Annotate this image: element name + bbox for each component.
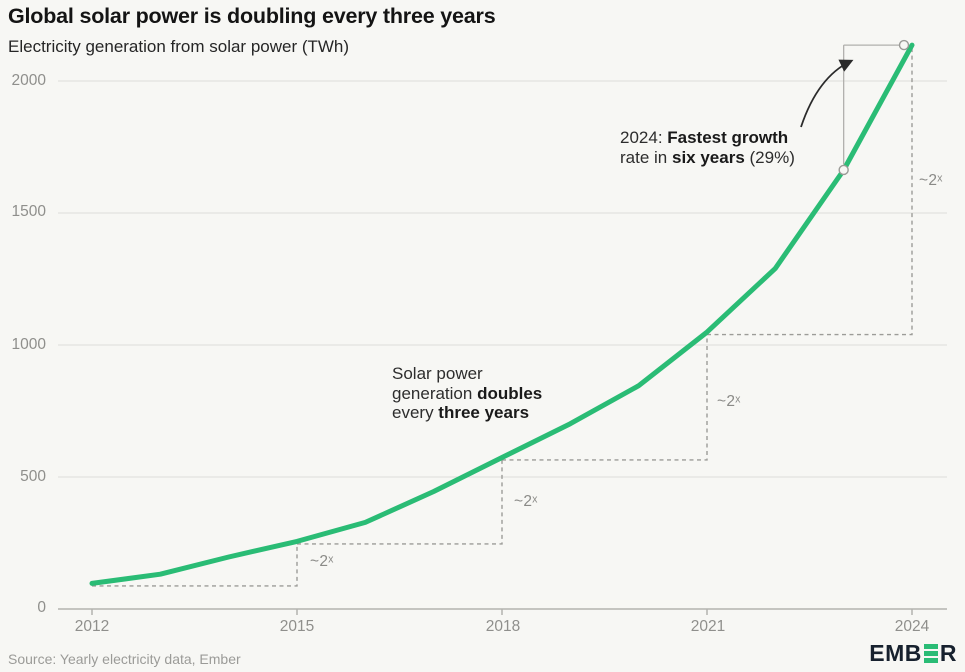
doubling-factor-label: ~2ˣ <box>310 553 334 570</box>
page-title: Global solar power is doubling every thr… <box>8 4 496 28</box>
doubling-step-path <box>707 45 913 336</box>
y-axis-label: 0 <box>37 599 46 616</box>
source-note: Source: Yearly electricity data, Ember <box>8 651 241 667</box>
x-axis-label: 2012 <box>74 618 110 635</box>
x-axis-label: 2018 <box>485 618 521 635</box>
doubling-step-path <box>502 332 708 461</box>
y-axis-label: 2000 <box>11 72 46 89</box>
ember-logo-text-right: R <box>939 640 957 666</box>
doubling-step-path <box>92 541 298 587</box>
ember-logo-e-icon <box>923 644 938 663</box>
y-axis-label: 500 <box>20 468 46 485</box>
x-axis-label: 2021 <box>690 618 726 635</box>
solar-generation-line <box>89 42 915 586</box>
x-axis-label: 2024 <box>894 618 930 635</box>
y-axis-label: 1500 <box>11 203 46 220</box>
y-axis-label: 1000 <box>11 336 46 353</box>
doubling-factor-label: ~2ˣ <box>717 393 741 410</box>
doubling-factor-label: ~2ˣ <box>919 172 943 189</box>
ember-logo-text-left: EMB <box>869 640 922 666</box>
x-axis-label: 2015 <box>279 618 315 635</box>
doubling-factor-label: ~2ˣ <box>514 493 538 510</box>
annotation-doubles-every-three-years: Solar power generation doubles every three… <box>392 364 543 422</box>
data-point-marker-2024 <box>898 39 910 51</box>
ember-logo: EMB R <box>869 640 957 667</box>
doubling-step-path <box>297 457 503 545</box>
annotation-arrow <box>800 59 854 128</box>
annotation-2024-fastest-growth: 2024: Fastest growth rate in six years (2… <box>620 128 795 167</box>
data-point-marker-2023 <box>838 164 849 176</box>
chart-subtitle: Electricity generation from solar power … <box>8 37 350 56</box>
